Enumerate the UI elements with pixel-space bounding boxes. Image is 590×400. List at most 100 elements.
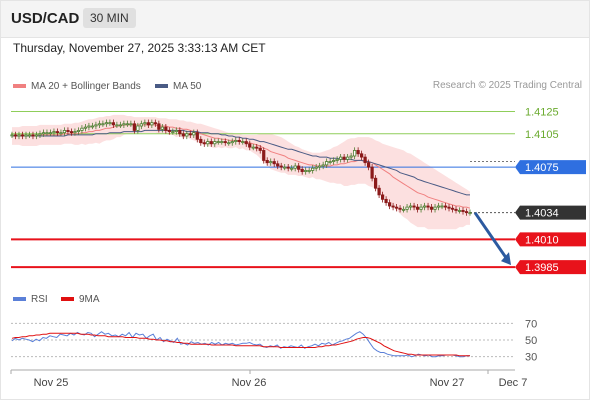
candle-body (387, 202, 392, 207)
legend-rsi: RSI (13, 294, 48, 305)
candle-body (346, 156, 350, 160)
candle-body (31, 134, 35, 137)
candle-body (59, 132, 63, 135)
candle-body (62, 130, 67, 134)
level-label-1.4075: 1.4075 (525, 162, 559, 174)
candle-body (311, 167, 315, 171)
candle-body (405, 206, 409, 210)
candle-body (363, 156, 367, 164)
ma50-swatch (155, 84, 168, 89)
rsi-tick-50: 50 (525, 335, 537, 347)
candle-body (307, 170, 311, 172)
candle-body (415, 206, 420, 210)
candle-body (38, 133, 42, 136)
level-label-1.4105: 1.4105 (525, 129, 559, 141)
candle-body (272, 161, 276, 165)
candle-body (45, 132, 49, 135)
candle-body (227, 142, 231, 145)
candle-body (248, 143, 252, 148)
candle-body (55, 131, 60, 134)
candle-body (115, 124, 119, 127)
candle-body (76, 130, 81, 132)
candle-body (129, 123, 133, 126)
candle-body (377, 187, 381, 196)
candle-body (20, 134, 25, 137)
candle-body (408, 205, 413, 208)
candle-body (164, 126, 168, 131)
ma9-swatch (61, 297, 74, 302)
candle-body (125, 123, 129, 126)
rsi-tick-30: 30 (525, 352, 537, 364)
candle-body (185, 133, 189, 137)
candle-body (139, 123, 143, 127)
candle-body (111, 122, 116, 126)
level-tag-1.4075 (515, 160, 586, 175)
rsi-tick-70: 70 (525, 318, 537, 330)
candle-body (97, 123, 102, 126)
candle-body (468, 212, 472, 215)
candle-body (230, 141, 234, 144)
candle-body (167, 130, 171, 132)
candle-body (300, 168, 304, 172)
rsi-ma-line (11, 332, 470, 357)
x-tick-label-Nov-26: Nov 26 (232, 377, 267, 389)
candle-body (297, 165, 301, 170)
candle-body (104, 122, 109, 125)
timeframe-button[interactable]: 30 MIN (83, 8, 136, 28)
candle-body (195, 132, 199, 140)
candle-body (433, 206, 437, 210)
rsi-line (11, 331, 470, 358)
candle-body (17, 134, 21, 137)
timestamp: Thursday, November 27, 2025 3:33:13 AM C… (13, 41, 266, 55)
candle-body (426, 205, 430, 208)
candle-body (380, 194, 385, 200)
candle-body (206, 141, 210, 145)
candle-body (440, 205, 444, 208)
candle-body (360, 153, 364, 158)
candle-body (220, 141, 224, 143)
level-label-1.4125: 1.4125 (525, 107, 559, 119)
symbol-title: USD/CAD (11, 10, 80, 27)
legend-ma50: MA 50 (155, 81, 201, 92)
candle-body (202, 142, 206, 145)
forecast-arrowhead (501, 252, 511, 266)
legend-9ma: 9MA (61, 294, 100, 305)
candle-body (192, 132, 196, 136)
candle-body (223, 141, 227, 144)
candle-body (328, 161, 332, 163)
candle-body (118, 124, 122, 127)
ma20-swatch (13, 84, 26, 89)
candle-body (174, 130, 178, 132)
candle-body (457, 210, 462, 212)
candle-body (188, 133, 192, 136)
candle-body (83, 126, 88, 129)
legend-rsi-label: RSI (31, 294, 48, 305)
candle-body (160, 126, 164, 130)
candle-body (136, 125, 140, 131)
candle-body (178, 130, 182, 135)
candle-body (13, 134, 18, 137)
candle-body (384, 198, 388, 204)
candle-body (314, 166, 318, 169)
candle-body (429, 206, 434, 210)
candle-body (52, 131, 56, 134)
candle-body (283, 166, 287, 169)
candle-body (276, 163, 280, 167)
candle-body (69, 131, 74, 134)
candle-body (101, 123, 105, 126)
rsi-swatch (13, 297, 26, 302)
candle-body (325, 161, 329, 166)
candle-body (143, 122, 147, 125)
candle-body (73, 131, 77, 134)
candle-body (450, 207, 455, 210)
candle-body (66, 130, 70, 132)
candle-body (401, 208, 406, 211)
candle-body (258, 147, 262, 151)
legend-ma20-bb: MA 20 + Bollinger Bands (13, 81, 141, 92)
candle-body (464, 211, 469, 214)
candle-body (234, 140, 238, 142)
candle-body (171, 131, 175, 133)
candle-body (255, 146, 259, 149)
